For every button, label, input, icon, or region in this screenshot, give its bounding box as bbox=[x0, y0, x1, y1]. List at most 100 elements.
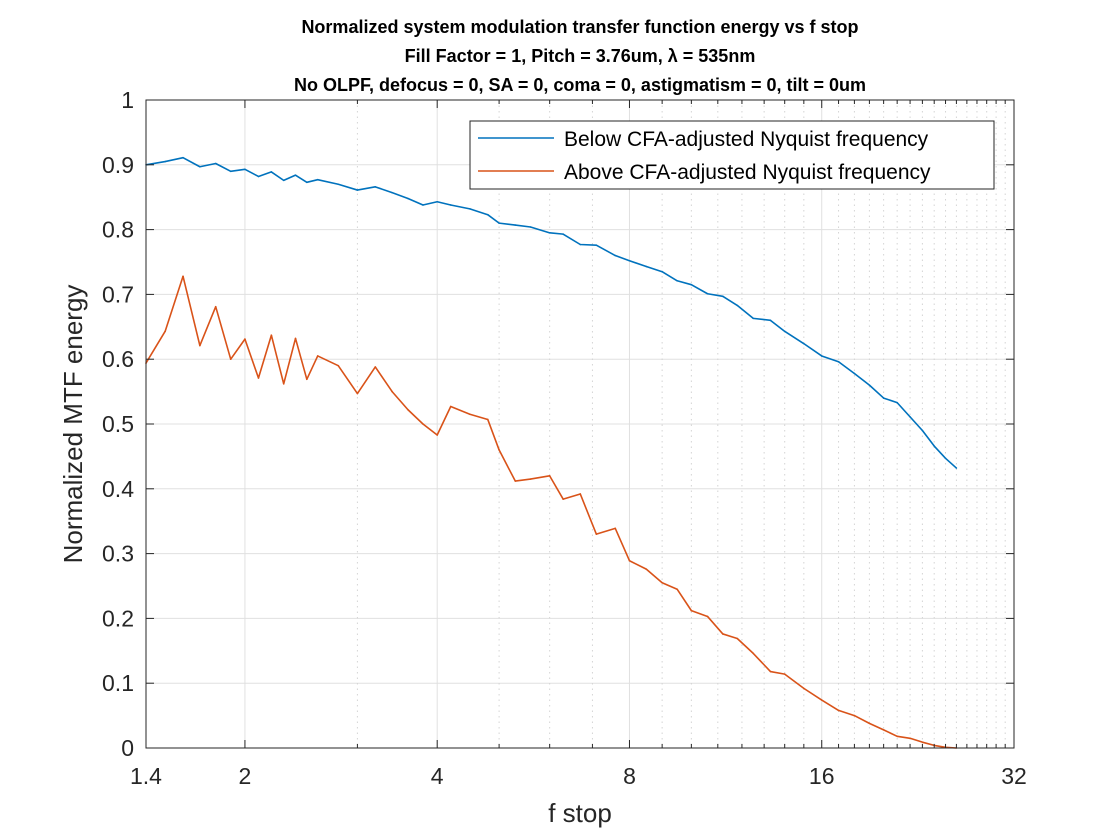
data-point bbox=[529, 226, 532, 228]
y-tick-label: 0.5 bbox=[102, 411, 134, 437]
data-point bbox=[374, 366, 377, 368]
data-point bbox=[882, 729, 885, 731]
data-point bbox=[257, 377, 260, 379]
data-point bbox=[306, 378, 308, 381]
data-point bbox=[514, 224, 517, 226]
y-tick-label: 0.4 bbox=[102, 476, 134, 502]
data-point bbox=[614, 527, 617, 530]
data-point bbox=[529, 478, 532, 480]
data-point bbox=[562, 233, 564, 235]
data-point bbox=[436, 434, 439, 436]
data-point bbox=[921, 741, 924, 743]
data-point bbox=[690, 609, 693, 612]
data-point bbox=[548, 475, 551, 477]
data-point bbox=[514, 480, 517, 482]
data-point bbox=[257, 175, 260, 178]
data-point bbox=[486, 213, 489, 216]
data-point bbox=[229, 358, 232, 361]
data-point bbox=[498, 222, 500, 224]
data-point bbox=[676, 588, 678, 591]
chart-title-line-1: Normalized system modulation transfer fu… bbox=[301, 17, 858, 37]
data-point bbox=[436, 200, 439, 203]
x-tick-label: 32 bbox=[1001, 763, 1027, 789]
data-point bbox=[579, 243, 582, 246]
data-point bbox=[736, 637, 739, 640]
data-point bbox=[706, 615, 709, 618]
data-point bbox=[407, 197, 409, 200]
data-point bbox=[164, 330, 166, 333]
series-line-below-nyquist bbox=[145, 156, 957, 469]
data-point bbox=[595, 533, 598, 535]
data-point bbox=[316, 355, 319, 357]
data-point bbox=[955, 467, 958, 469]
data-point bbox=[391, 191, 393, 194]
data-point bbox=[422, 204, 424, 206]
y-tick-label: 0.9 bbox=[102, 152, 134, 178]
data-point bbox=[469, 413, 471, 416]
series-line-above-nyquist bbox=[145, 275, 957, 749]
chart-title-line-2: Fill Factor = 1, Pitch = 3.76um, λ = 535… bbox=[405, 46, 756, 66]
data-point bbox=[337, 364, 340, 367]
data-point bbox=[783, 330, 786, 333]
chart-title-line-3: No OLPF, defocus = 0, SA = 0, coma = 0, … bbox=[294, 75, 866, 95]
data-point bbox=[164, 160, 166, 163]
data-point bbox=[736, 304, 739, 307]
data-point bbox=[853, 714, 856, 717]
data-point bbox=[820, 699, 823, 701]
data-point bbox=[820, 355, 823, 357]
legend-label-below-nyquist: Below CFA-adjusted Nyquist frequency bbox=[564, 128, 929, 151]
data-point bbox=[356, 392, 359, 395]
data-point bbox=[282, 179, 285, 182]
y-axis-label: Normalized MTF energy bbox=[58, 285, 88, 564]
data-point bbox=[449, 405, 452, 408]
x-tick-label: 8 bbox=[623, 763, 636, 789]
data-point bbox=[306, 181, 308, 184]
data-point bbox=[837, 360, 840, 363]
data-point bbox=[944, 457, 947, 460]
data-point bbox=[270, 171, 273, 173]
x-tick-label: 2 bbox=[239, 763, 252, 789]
data-point bbox=[661, 270, 663, 273]
data-point bbox=[752, 652, 755, 655]
x-axis-ticks: 1.4 2 4 8 16 32 bbox=[130, 100, 1027, 789]
x-tick-label: 16 bbox=[809, 763, 835, 789]
data-point bbox=[882, 397, 885, 399]
data-point bbox=[182, 156, 184, 159]
y-axis-ticks: 0 0.1 0.2 0.3 0.4 0.5 0.6 0.7 0.8 0.9 1 bbox=[102, 87, 1014, 761]
data-point bbox=[214, 305, 217, 308]
data-point bbox=[769, 670, 772, 673]
data-point bbox=[645, 265, 648, 268]
data-point bbox=[628, 259, 631, 262]
data-point bbox=[579, 493, 582, 495]
y-tick-label: 0.3 bbox=[102, 541, 134, 567]
data-point bbox=[645, 568, 648, 570]
data-point bbox=[909, 737, 911, 740]
data-point bbox=[244, 168, 246, 171]
data-point bbox=[391, 390, 393, 393]
data-point bbox=[706, 292, 709, 295]
data-point bbox=[921, 429, 924, 432]
data-point bbox=[752, 317, 755, 320]
data-point bbox=[661, 581, 663, 584]
y-tick-label: 0.8 bbox=[102, 217, 134, 243]
data-point bbox=[896, 735, 898, 738]
data-point bbox=[783, 673, 786, 675]
data-point bbox=[933, 445, 935, 447]
data-point bbox=[548, 232, 551, 234]
y-tick-label: 0.2 bbox=[102, 605, 134, 631]
data-point bbox=[896, 401, 898, 404]
y-tick-label: 1 bbox=[121, 87, 134, 113]
data-point bbox=[868, 722, 871, 725]
data-point bbox=[676, 279, 678, 282]
data-point bbox=[769, 319, 772, 322]
data-point bbox=[199, 165, 201, 168]
y-tick-label: 0 bbox=[121, 735, 134, 761]
legend-box bbox=[469, 120, 995, 190]
data-point bbox=[562, 498, 564, 500]
y-tick-label: 0.6 bbox=[102, 346, 134, 372]
data-point bbox=[270, 334, 273, 337]
data-point bbox=[214, 162, 217, 165]
data-point bbox=[356, 189, 359, 191]
data-point bbox=[229, 170, 232, 173]
data-point bbox=[690, 283, 693, 286]
